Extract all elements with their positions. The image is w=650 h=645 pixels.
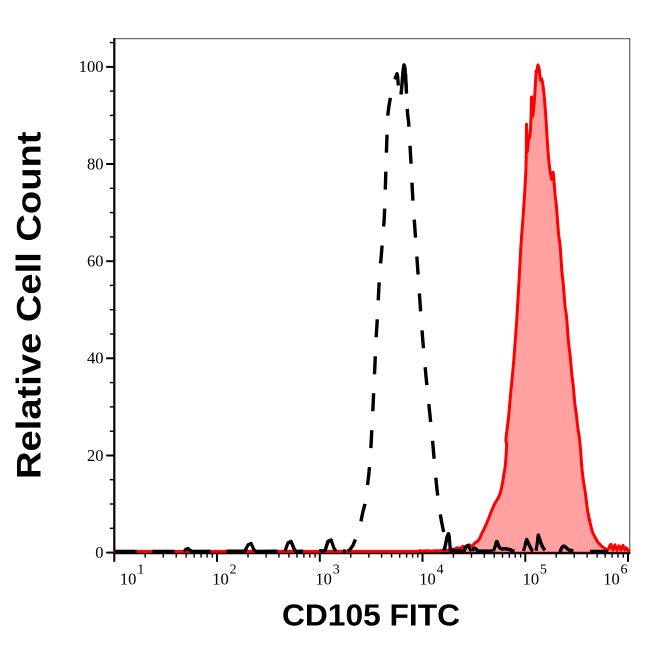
svg-text:10: 10 bbox=[120, 569, 136, 588]
svg-text:4: 4 bbox=[437, 562, 444, 577]
svg-text:Relative Cell Count: Relative Cell Count bbox=[10, 132, 48, 480]
svg-text:CD105 FITC: CD105 FITC bbox=[282, 599, 460, 633]
svg-text:10: 10 bbox=[419, 569, 436, 588]
svg-text:10: 10 bbox=[212, 569, 229, 588]
svg-text:6: 6 bbox=[621, 562, 628, 577]
svg-text:80: 80 bbox=[87, 154, 104, 173]
svg-text:0: 0 bbox=[95, 543, 103, 562]
svg-text:5: 5 bbox=[540, 562, 547, 577]
svg-text:1: 1 bbox=[137, 562, 144, 577]
svg-text:20: 20 bbox=[87, 446, 104, 465]
svg-text:2: 2 bbox=[230, 562, 237, 577]
svg-text:10: 10 bbox=[523, 569, 540, 588]
svg-text:100: 100 bbox=[79, 57, 104, 76]
svg-text:3: 3 bbox=[333, 562, 340, 577]
svg-text:60: 60 bbox=[87, 252, 104, 271]
svg-text:40: 40 bbox=[87, 349, 104, 368]
svg-text:10: 10 bbox=[603, 569, 620, 588]
svg-text:10: 10 bbox=[315, 569, 332, 588]
